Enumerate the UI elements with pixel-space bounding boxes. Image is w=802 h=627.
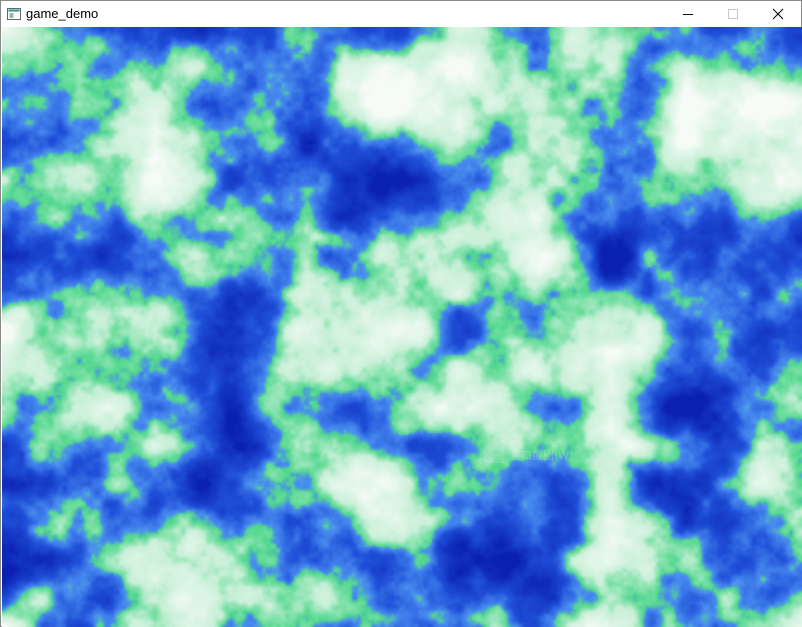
minimize-button[interactable] (665, 1, 711, 26)
close-icon (772, 8, 784, 20)
window-title: game_demo (26, 6, 99, 21)
app-window-icon[interactable] (7, 7, 21, 20)
terrain-canvas[interactable] (2, 27, 802, 627)
maximize-button[interactable] (710, 1, 756, 26)
title-bar[interactable]: game_demo (1, 1, 801, 26)
maximize-icon (727, 8, 739, 20)
close-button[interactable] (755, 1, 801, 26)
game-viewport[interactable]: 窗口截图(W) (2, 27, 802, 627)
minimize-icon (682, 8, 694, 20)
